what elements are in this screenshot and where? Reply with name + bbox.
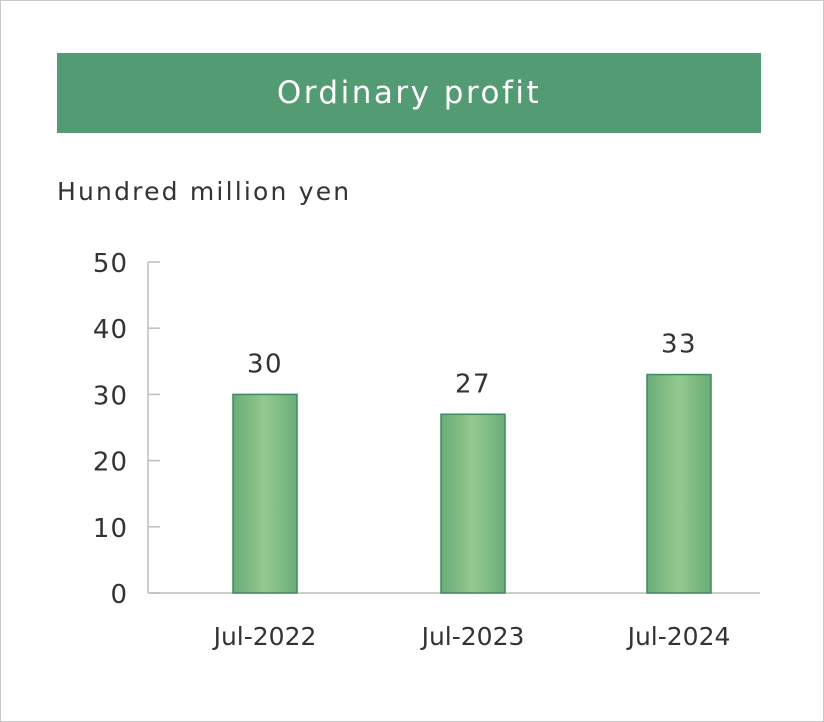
bar-data-label: 33 [661,330,697,360]
y-tick-label: 40 [93,315,128,345]
y-tick-label: 20 [93,448,128,478]
y-axis-unit-label: Hundred million yen [57,177,352,206]
chart-title-bar: Ordinary profit [57,53,761,133]
bars [232,373,712,594]
bar [232,393,298,594]
labels: 0 10 20 30 40 50 30 Jul-2022 27 Jul-2023 33 Jul-202… [93,249,731,651]
y-tick-label: 10 [93,514,128,544]
bar-data-label: 27 [455,369,491,399]
bar-data-label: 30 [247,349,283,379]
x-category-label: Jul-2022 [212,622,317,651]
bar [440,413,506,594]
y-tick-label: 30 [93,381,128,411]
y-tick-label: 0 [110,580,128,610]
x-category-label: Jul-2023 [420,622,525,651]
bar [646,373,712,594]
chart-title: Ordinary profit [276,75,542,111]
x-category-label: Jul-2024 [626,622,731,651]
y-tick-label: 50 [93,249,128,279]
